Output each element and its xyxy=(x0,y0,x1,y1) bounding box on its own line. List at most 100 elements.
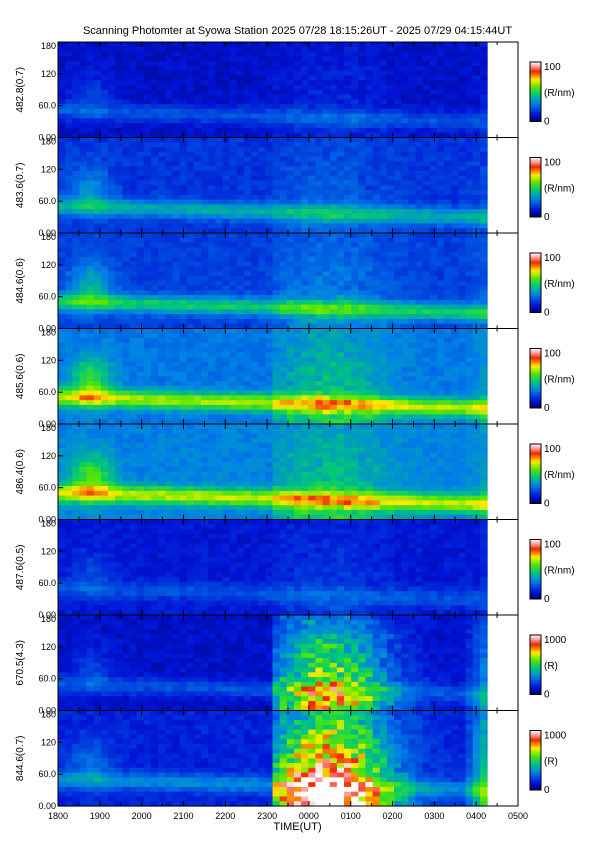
panel-ylabel: 485.6(0.6) xyxy=(15,354,26,400)
colorbar-max-label: 100 xyxy=(544,62,561,73)
y-tick-label: 60.0 xyxy=(38,483,56,493)
y-tick-label: 180 xyxy=(41,41,56,51)
panel-ylabel: 484.6(0.6) xyxy=(15,258,26,304)
colorbar-max-label: 100 xyxy=(544,540,561,551)
y-tick-label: 120 xyxy=(41,260,56,270)
panel-3: 0.00 60.0 120 180 484.6(0.6) 100 (R/nm) 0 xyxy=(15,232,575,334)
panel-7: 0.00 60.0 120 180 670.5(4.3) 1000 (R) 0 xyxy=(15,614,567,716)
y-tick-label: 120 xyxy=(41,451,56,461)
y-tick-label: 0.00 xyxy=(38,610,56,620)
x-tick-label: 0400 xyxy=(466,811,486,821)
panel-ylabel: 670.5(4.3) xyxy=(15,640,26,686)
colorbar-unit-label: (R/nm) xyxy=(544,565,575,576)
y-tick-label: 180 xyxy=(41,137,56,147)
colorbar-max-label: 1000 xyxy=(544,731,567,742)
x-tick-label: 1900 xyxy=(90,811,110,821)
chart-title: Scanning Photomter at Syowa Station 2025… xyxy=(82,25,513,37)
y-tick-label: 60.0 xyxy=(38,674,56,684)
colorbar-unit-label: (R/nm) xyxy=(544,374,575,385)
x-tick-label: 0100 xyxy=(341,811,361,821)
panel-ylabel: 483.6(0.7) xyxy=(15,163,26,209)
y-tick-label: 0.00 xyxy=(38,419,56,429)
colorbar-max-label: 100 xyxy=(544,444,561,455)
x-tick-label: 2100 xyxy=(173,811,193,821)
colorbar-min-label: 0 xyxy=(544,308,550,319)
colorbar xyxy=(529,157,542,218)
panel-4: 0.00 60.0 120 180 485.6(0.6) 100 (R/nm) 0 xyxy=(15,328,575,430)
heatmap-cells xyxy=(58,42,488,139)
colorbar-unit-label: (R/nm) xyxy=(544,183,575,194)
y-tick-label: 60.0 xyxy=(38,292,56,302)
y-tick-label: 120 xyxy=(41,69,56,79)
y-tick-label: 180 xyxy=(41,710,56,720)
colorbar xyxy=(529,730,542,791)
panel-ylabel: 486.4(0.6) xyxy=(15,449,26,495)
heatmap-cells xyxy=(58,519,488,616)
y-tick-label: 180 xyxy=(41,232,56,242)
heatmap-cells xyxy=(58,233,488,330)
panel-5: 0.00 60.0 120 180 486.4(0.6) 100 (R/nm) 0 xyxy=(15,423,575,525)
colorbar-min-label: 0 xyxy=(544,499,550,510)
panel-2: 0.00 60.0 120 180 483.6(0.7) 100 (R/nm) 0 xyxy=(15,137,575,239)
colorbar-min-label: 0 xyxy=(544,212,550,223)
colorbar-unit-label: (R) xyxy=(544,661,558,672)
colorbar xyxy=(529,443,542,504)
y-tick-label: 120 xyxy=(41,642,56,652)
y-tick-label: 180 xyxy=(41,519,56,529)
y-tick-label: 0.00 xyxy=(38,801,56,811)
y-tick-label: 0.00 xyxy=(38,706,56,716)
heatmap-cells xyxy=(58,615,488,712)
colorbar-max-label: 100 xyxy=(544,253,561,264)
x-tick-label: 0300 xyxy=(424,811,444,821)
x-tick-label: 2000 xyxy=(132,811,152,821)
x-tick-label: 0000 xyxy=(299,811,319,821)
colorbar xyxy=(529,539,542,600)
y-tick-label: 120 xyxy=(41,546,56,556)
x-axis-label: TIME(UT) xyxy=(273,821,322,833)
heatmap-cells xyxy=(58,424,488,521)
colorbar-min-label: 0 xyxy=(544,403,550,414)
colorbar-unit-label: (R) xyxy=(544,756,558,767)
heatmap-cells xyxy=(58,710,488,807)
panel-ylabel: 487.6(0.5) xyxy=(15,545,26,591)
y-tick-label: 0.00 xyxy=(38,324,56,334)
y-tick-label: 180 xyxy=(41,328,56,338)
panel-8: 0.00 60.0 120 180 844.6(0.7) 1000 (R) 0 xyxy=(15,710,567,812)
panel-1: 0.00 60.0 120 180 482.8(0.7) 100 (R/nm) 0 xyxy=(15,41,575,143)
x-tick-label: 0200 xyxy=(383,811,403,821)
heatmap-cells xyxy=(58,328,488,425)
y-tick-label: 60.0 xyxy=(38,769,56,779)
panel-6: 0.00 60.0 120 180 487.6(0.5) 100 (R/nm) 0 xyxy=(15,519,575,621)
colorbar xyxy=(529,634,542,695)
colorbar xyxy=(529,252,542,313)
y-tick-label: 120 xyxy=(41,355,56,365)
colorbar-min-label: 0 xyxy=(544,594,550,605)
colorbar xyxy=(529,61,542,122)
x-tick-label: 2300 xyxy=(257,811,277,821)
y-tick-label: 60.0 xyxy=(38,578,56,588)
colorbar-max-label: 1000 xyxy=(544,635,567,646)
y-tick-label: 60.0 xyxy=(38,387,56,397)
y-tick-label: 60.0 xyxy=(38,196,56,206)
y-tick-label: 120 xyxy=(41,737,56,747)
heatmap-cells xyxy=(58,137,488,234)
y-tick-label: 180 xyxy=(41,614,56,624)
x-tick-label: 0500 xyxy=(508,811,528,821)
panel-ylabel: 844.6(0.7) xyxy=(15,736,26,782)
y-tick-label: 0.00 xyxy=(38,133,56,143)
y-tick-label: 180 xyxy=(41,423,56,433)
colorbar-unit-label: (R/nm) xyxy=(544,470,575,481)
colorbar-min-label: 0 xyxy=(544,690,550,701)
x-tick-label: 1800 xyxy=(48,811,68,821)
y-tick-label: 0.00 xyxy=(38,515,56,525)
y-tick-label: 0.00 xyxy=(38,228,56,238)
colorbar xyxy=(529,348,542,409)
colorbar-min-label: 0 xyxy=(544,117,550,128)
colorbar-max-label: 100 xyxy=(544,349,561,360)
panel-ylabel: 482.8(0.7) xyxy=(15,67,26,113)
x-tick-label: 2200 xyxy=(215,811,235,821)
colorbar-unit-label: (R/nm) xyxy=(544,88,575,99)
y-tick-label: 120 xyxy=(41,164,56,174)
colorbar-unit-label: (R/nm) xyxy=(544,279,575,290)
